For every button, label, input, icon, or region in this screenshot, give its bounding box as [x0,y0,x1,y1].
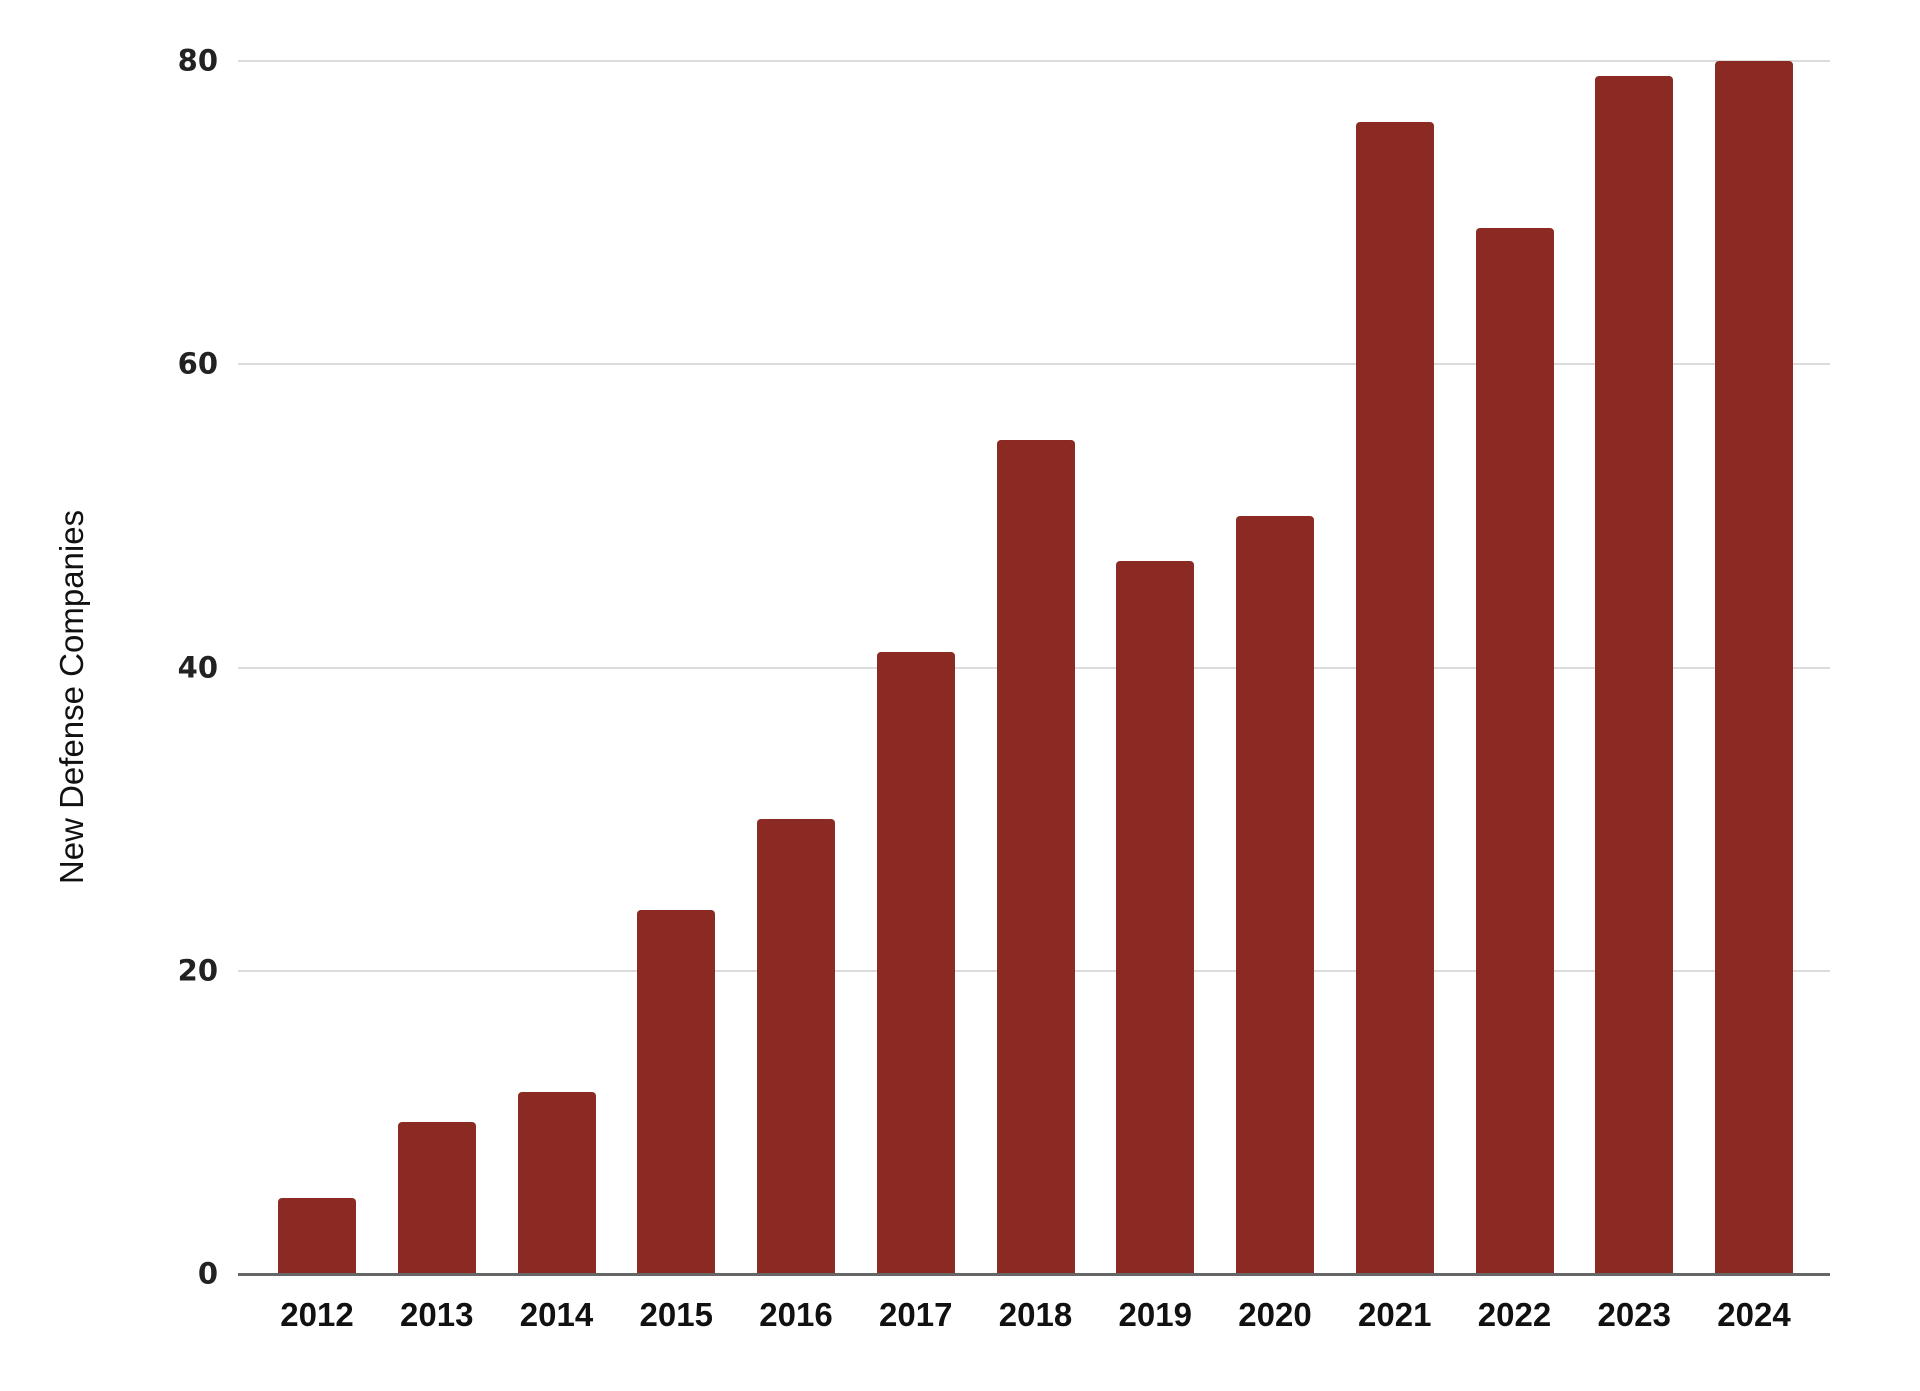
bar-2023 [1595,76,1674,1274]
y-axis-title: New Defense Companies [53,509,90,885]
x-tick-label: 2019 [1118,1296,1192,1333]
y-tick-label: 60 [177,346,218,381]
bar-2013 [397,1122,476,1274]
x-tick-label: 2013 [400,1296,474,1333]
bar-2018 [996,440,1075,1274]
x-tick-label: 2014 [519,1296,594,1333]
bar-2020 [1236,515,1314,1274]
x-tick-label: 2017 [879,1296,953,1333]
y-tick-label: 40 [177,649,218,684]
x-axis-line [238,1273,1830,1276]
x-tick-label: 2016 [759,1296,833,1333]
gridline [238,60,1830,62]
bar-2024 [1715,61,1793,1274]
x-tick-label: 2024 [1717,1296,1791,1333]
x-tick-label: 2023 [1597,1296,1671,1333]
y-tick-label: 80 [177,43,218,78]
bar-2016 [757,819,835,1274]
bar-2014 [517,1092,596,1274]
gridline [238,363,1830,366]
y-tick-label: 0 [197,1256,218,1291]
y-tick-label: 20 [177,953,218,988]
x-tick-label: 2012 [280,1296,354,1333]
bar-2012 [278,1198,356,1274]
bar-2022 [1475,227,1554,1274]
x-tick-label: 2015 [639,1296,713,1333]
x-tick-label: 2022 [1477,1296,1552,1333]
bar-2015 [637,910,716,1274]
bar-2021 [1355,121,1434,1274]
x-tick-label: 2020 [1238,1296,1312,1333]
bar-2017 [876,652,955,1274]
x-tick-label: 2018 [998,1296,1073,1333]
x-tick-label: 2021 [1358,1296,1432,1333]
bar-2019 [1116,561,1195,1274]
